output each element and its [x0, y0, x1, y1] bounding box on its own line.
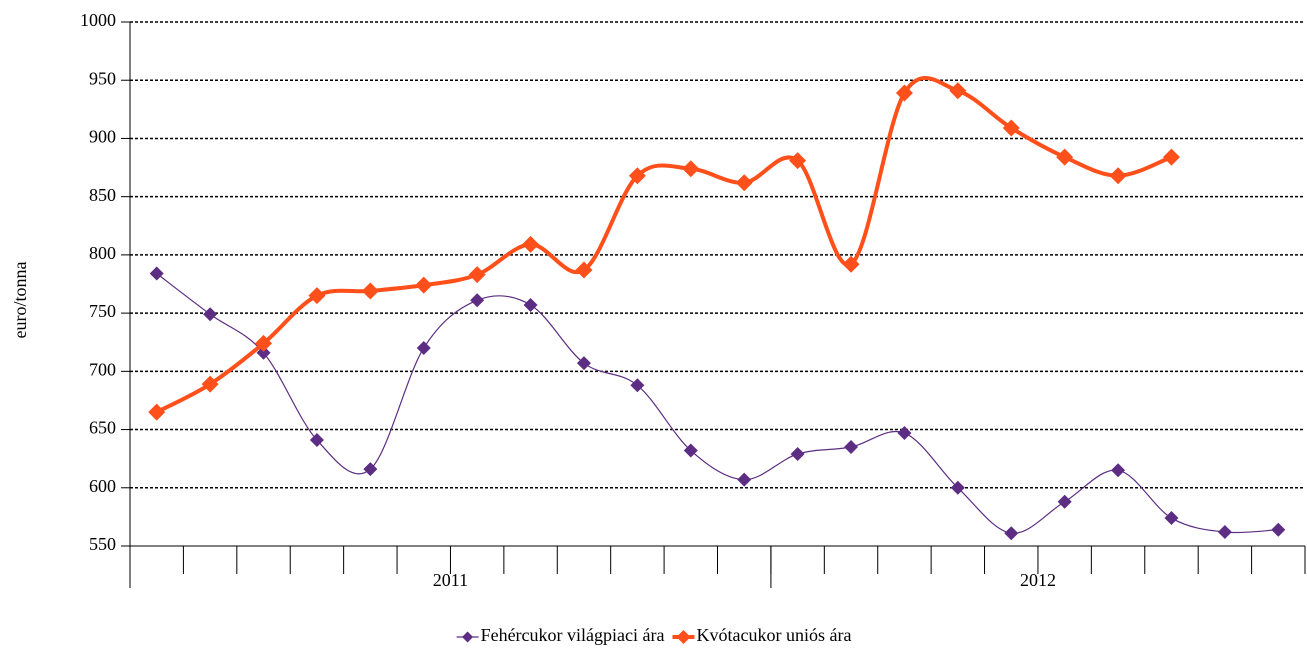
data-point: [416, 341, 431, 356]
data-point: [522, 235, 540, 253]
data-point: [789, 152, 807, 170]
y-tick-label: 650: [89, 418, 116, 438]
data-point: [1002, 119, 1020, 137]
data-point: [575, 261, 593, 279]
data-point: [309, 433, 324, 448]
data-point: [361, 282, 379, 300]
y-tick-label: 750: [89, 301, 116, 321]
data-point: [1057, 494, 1072, 509]
data-point: [844, 440, 859, 455]
legend-label: Kvótacukor uniós ára: [696, 625, 851, 645]
y-tick-label: 600: [89, 476, 116, 496]
data-point: [628, 167, 646, 185]
data-point: [897, 426, 912, 441]
data-point: [255, 334, 273, 352]
y-tick-label: 700: [89, 359, 116, 379]
y-tick-label: 800: [89, 243, 116, 263]
data-point: [576, 356, 591, 371]
y-tick-label: 1000: [80, 10, 116, 30]
data-point: [1162, 148, 1180, 166]
data-point: [468, 266, 486, 284]
data-point: [149, 266, 164, 281]
data-point: [950, 480, 965, 495]
data-point: [1271, 522, 1286, 537]
data-point: [1111, 463, 1126, 478]
data-point: [203, 307, 218, 322]
data-point: [308, 287, 326, 305]
data-point: [1056, 148, 1074, 166]
data-point: [842, 255, 860, 273]
y-tick-label: 850: [89, 185, 116, 205]
y-tick-label: 900: [89, 127, 116, 147]
legend: Fehércukor világpiaci ára Kvótacukor unió…: [456, 625, 851, 645]
data-point: [523, 297, 538, 312]
group-label: 2012: [1020, 570, 1056, 590]
data-point: [363, 462, 378, 477]
data-point: [201, 375, 219, 393]
data-point: [1217, 525, 1232, 540]
data-point: [683, 443, 698, 458]
data-point: [949, 82, 967, 100]
legend-marker: [676, 630, 691, 644]
y-tick-label: 950: [89, 68, 116, 88]
data-point: [1164, 511, 1179, 526]
data-point: [1004, 526, 1019, 541]
data-point: [470, 293, 485, 308]
data-point: [256, 345, 271, 360]
y-tick-label: 550: [89, 534, 116, 554]
data-point: [630, 378, 645, 393]
data-point: [148, 403, 166, 421]
group-label: 2011: [433, 570, 468, 590]
data-point: [682, 160, 700, 178]
legend-label: Fehércukor világpiaci ára: [481, 625, 665, 645]
data-point: [895, 84, 913, 102]
data-point: [1109, 167, 1127, 185]
data-point: [790, 447, 805, 462]
data-point: [737, 472, 752, 487]
y-axis-label: euro/tonna: [10, 262, 30, 339]
data-point: [415, 276, 433, 294]
data-point: [735, 174, 753, 192]
legend-marker: [462, 631, 474, 643]
